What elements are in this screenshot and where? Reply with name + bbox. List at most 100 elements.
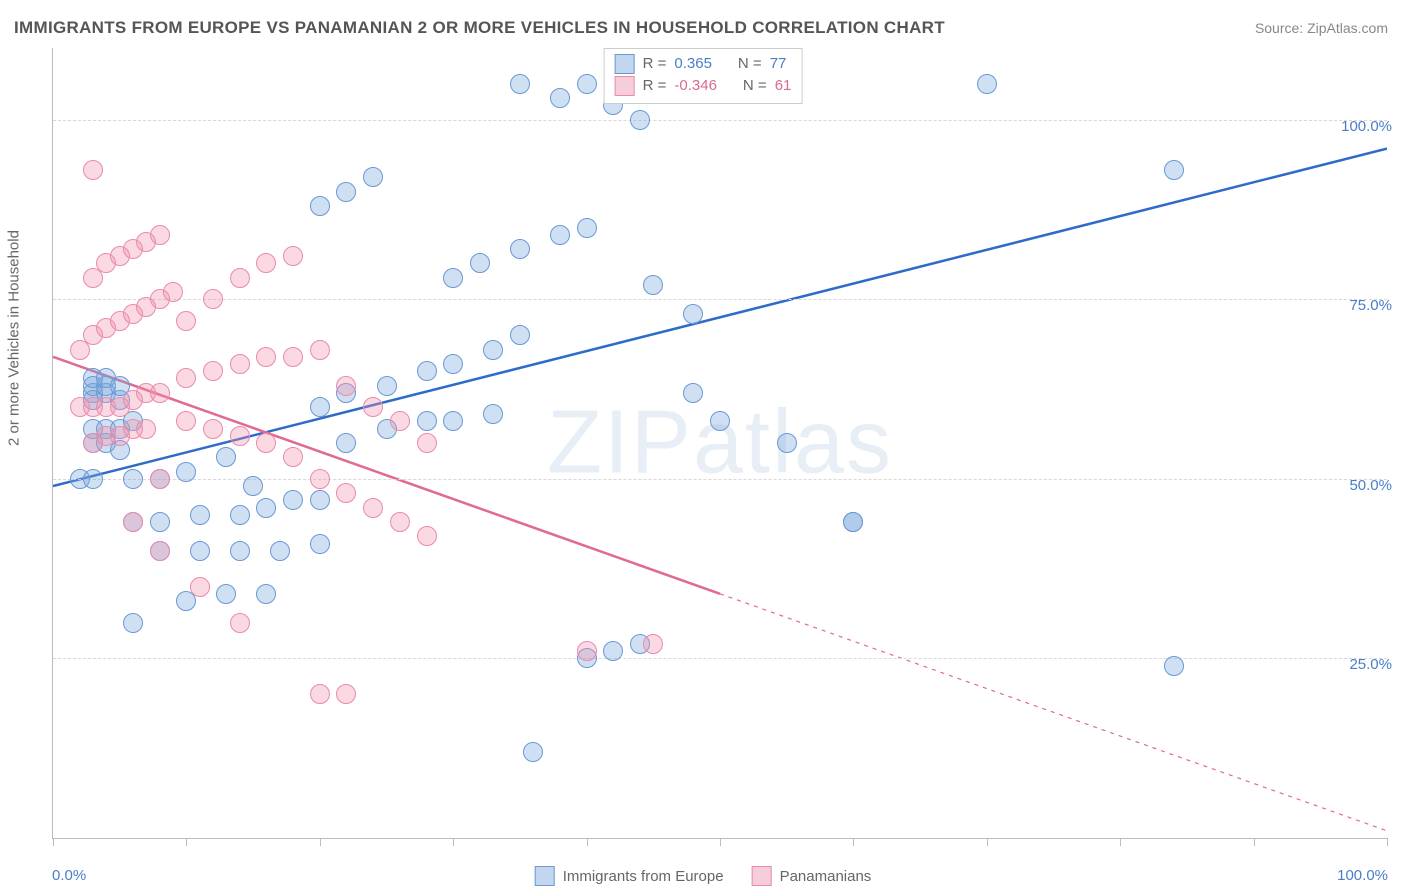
- data-point: [443, 268, 463, 288]
- x-tick: [987, 838, 988, 846]
- data-point: [176, 368, 196, 388]
- chart-title: IMMIGRANTS FROM EUROPE VS PANAMANIAN 2 O…: [14, 18, 945, 38]
- data-point: [310, 534, 330, 554]
- data-point: [256, 347, 276, 367]
- data-point: [630, 110, 650, 130]
- data-point: [443, 354, 463, 374]
- data-point: [550, 225, 570, 245]
- data-point: [643, 634, 663, 654]
- data-point: [283, 447, 303, 467]
- data-point: [150, 512, 170, 532]
- source-label: Source: ZipAtlas.com: [1255, 20, 1388, 36]
- data-point: [256, 433, 276, 453]
- data-point: [283, 347, 303, 367]
- data-point: [310, 340, 330, 360]
- data-point: [390, 512, 410, 532]
- y-tick-label: 75.0%: [1349, 297, 1392, 314]
- data-point: [443, 411, 463, 431]
- data-point: [390, 411, 410, 431]
- data-point: [483, 340, 503, 360]
- gridline: [53, 299, 1387, 300]
- data-point: [150, 541, 170, 561]
- data-point: [230, 268, 250, 288]
- data-point: [336, 182, 356, 202]
- data-point: [336, 433, 356, 453]
- data-point: [510, 325, 530, 345]
- data-point: [243, 476, 263, 496]
- data-point: [336, 684, 356, 704]
- x-tick: [587, 838, 588, 846]
- data-point: [310, 490, 330, 510]
- data-point: [336, 483, 356, 503]
- data-point: [216, 584, 236, 604]
- legend-n-value: 77: [770, 53, 787, 75]
- data-point: [83, 160, 103, 180]
- legend-label: Immigrants from Europe: [563, 868, 724, 885]
- data-point: [283, 246, 303, 266]
- legend-n-value: 61: [775, 75, 792, 97]
- data-point: [203, 419, 223, 439]
- legend-series: Immigrants from Europe Panamanians: [535, 866, 872, 886]
- x-tick-max: 100.0%: [1337, 867, 1388, 884]
- data-point: [150, 383, 170, 403]
- data-point: [577, 74, 597, 94]
- data-point: [176, 411, 196, 431]
- data-point: [1164, 656, 1184, 676]
- data-point: [470, 253, 490, 273]
- data-point: [123, 613, 143, 633]
- y-tick-label: 50.0%: [1349, 477, 1392, 494]
- data-point: [270, 541, 290, 561]
- legend-swatch: [615, 76, 635, 96]
- data-point: [577, 641, 597, 661]
- legend-item: Immigrants from Europe: [535, 866, 724, 886]
- data-point: [310, 397, 330, 417]
- data-point: [417, 411, 437, 431]
- data-point: [256, 584, 276, 604]
- legend-r-value: 0.365: [674, 53, 712, 75]
- x-tick: [853, 838, 854, 846]
- x-tick: [453, 838, 454, 846]
- legend-swatch: [752, 866, 772, 886]
- data-point: [977, 74, 997, 94]
- data-point: [683, 304, 703, 324]
- gridline: [53, 120, 1387, 121]
- legend-n-label: N =: [738, 53, 762, 75]
- x-tick: [320, 838, 321, 846]
- legend-label: Panamanians: [780, 868, 872, 885]
- data-point: [230, 354, 250, 374]
- data-point: [83, 469, 103, 489]
- data-point: [203, 289, 223, 309]
- data-point: [256, 498, 276, 518]
- data-point: [363, 498, 383, 518]
- data-point: [336, 376, 356, 396]
- data-point: [710, 411, 730, 431]
- data-point: [363, 397, 383, 417]
- data-point: [417, 361, 437, 381]
- data-point: [163, 282, 183, 302]
- data-point: [230, 426, 250, 446]
- data-point: [150, 469, 170, 489]
- data-point: [483, 404, 503, 424]
- data-point: [310, 684, 330, 704]
- x-tick: [186, 838, 187, 846]
- legend-correlation: R =0.365N =77R =-0.346N =61: [604, 48, 803, 104]
- data-point: [216, 447, 236, 467]
- x-tick: [720, 838, 721, 846]
- plot-area: ZIPatlas: [52, 48, 1387, 839]
- data-point: [310, 196, 330, 216]
- data-point: [230, 613, 250, 633]
- data-point: [603, 641, 623, 661]
- data-point: [176, 311, 196, 331]
- data-point: [230, 505, 250, 525]
- data-point: [136, 419, 156, 439]
- data-point: [190, 541, 210, 561]
- data-point: [363, 167, 383, 187]
- data-point: [777, 433, 797, 453]
- data-point: [123, 512, 143, 532]
- data-point: [190, 505, 210, 525]
- legend-r-label: R =: [643, 75, 667, 97]
- legend-r-label: R =: [643, 53, 667, 75]
- data-point: [683, 383, 703, 403]
- y-axis-label: 2 or more Vehicles in Household: [6, 230, 23, 446]
- trend-lines-layer: [53, 48, 1387, 838]
